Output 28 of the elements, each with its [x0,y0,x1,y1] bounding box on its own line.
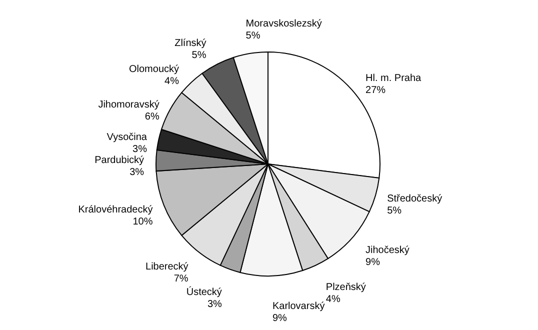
slice-label: Karlovarský [272,300,325,312]
slice-label: Středočeský [387,194,442,205]
slice-label: Moravskoslezský [246,18,322,30]
slice-label: Olomoucký [128,64,180,76]
slice-label: Královéhradecký [78,204,153,216]
data-label: 9% [366,256,380,268]
slice-label: Plzeňský [326,282,366,294]
data-label: 4% [164,76,180,88]
data-label: 5% [387,206,402,217]
slice-label: Ústecký [186,286,222,298]
slice-label: Vysočina [106,132,148,143]
data-label: 6% [144,111,160,122]
data-label: 27% [366,85,386,96]
data-label: 4% [326,294,340,306]
data-label: 7% [174,274,188,285]
slice-label: Hl. m. Praha [366,73,422,84]
slice-label: Jihomoravský [98,99,160,110]
slice-label: Pardubický [94,155,144,166]
data-label: 5% [246,30,260,42]
data-label: 3% [130,167,144,178]
data-label: 10% [132,216,153,228]
data-label: 3% [132,144,148,155]
data-label: 3% [207,298,222,310]
slice-label: Zlínský [174,38,206,49]
slice-label: Jihočeský [366,244,410,256]
slice-label: Liberecký [146,262,188,273]
data-label: 5% [192,50,206,61]
data-label: 9% [272,312,288,324]
